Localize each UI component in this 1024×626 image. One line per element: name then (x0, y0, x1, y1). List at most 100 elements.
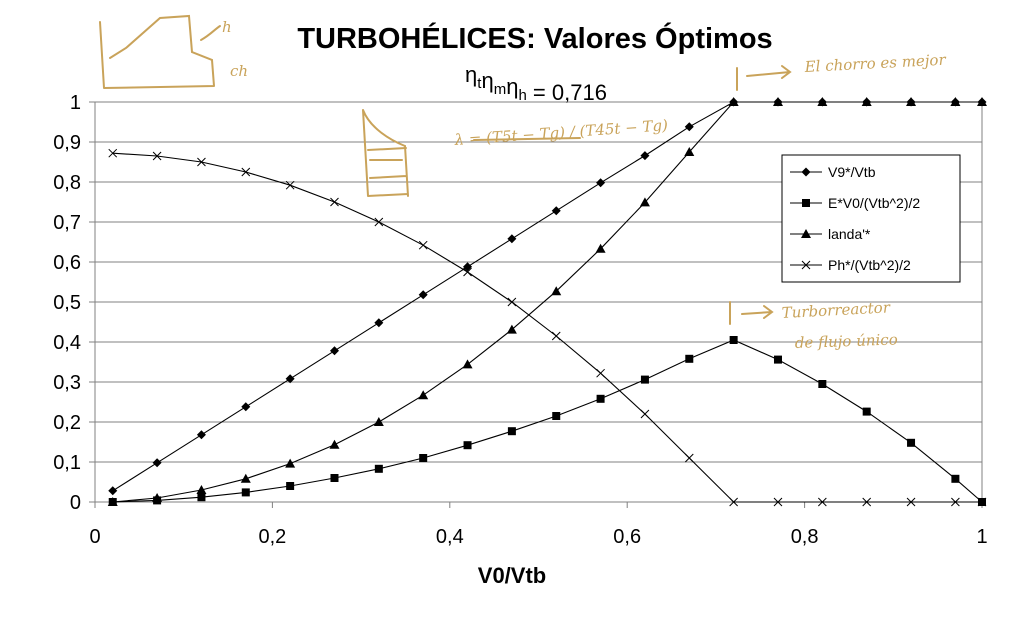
subtitle-subscript: h (518, 87, 526, 104)
y-tick-label: 1 (70, 92, 81, 114)
data-point (152, 458, 162, 468)
y-tick-label: 0,9 (53, 132, 81, 154)
data-point (862, 407, 871, 416)
subtitle-eta: η (481, 68, 493, 93)
data-point (596, 368, 605, 378)
x-tick-label: 0,4 (436, 526, 464, 548)
y-tick-label: 0,5 (53, 292, 81, 314)
sketch-bracket (200, 25, 221, 41)
data-point (419, 454, 428, 462)
data-point (684, 147, 695, 156)
data-point (418, 290, 428, 300)
data-point (108, 148, 118, 158)
data-point (950, 97, 961, 106)
legend-label: landa'* (828, 226, 871, 242)
series-4 (108, 148, 987, 507)
legend-label: Ph*/(Vtb^2)/2 (828, 257, 911, 273)
data-point (374, 318, 384, 328)
data-point (374, 217, 384, 227)
subtitle-eta: η (465, 62, 477, 87)
legend-label: E*V0/(Vtb^2)/2 (828, 195, 920, 211)
chart-subtitle: ηtηmηh = 0,716 (465, 62, 607, 105)
y-tick-label: 0,8 (53, 172, 81, 194)
x-axis-ticks: 0 0,2 0,4 0,6 0,8 1 (89, 502, 988, 548)
data-point (729, 497, 738, 507)
data-point (596, 394, 605, 403)
data-point (552, 412, 561, 420)
arrow-chorro (736, 65, 792, 91)
legend-marker (801, 167, 811, 177)
data-point (977, 497, 987, 507)
data-point (196, 485, 207, 494)
data-point (197, 493, 206, 502)
data-point (728, 97, 739, 106)
legend-label: V9*/Vtb (828, 164, 876, 180)
data-point (285, 180, 295, 190)
data-point (330, 474, 339, 482)
data-point (241, 402, 251, 412)
data-point (640, 151, 650, 161)
legend: V9*/Vtb E*V0/(Vtb^2)/2 landa'* Ph*/(Vtb^2)/… (781, 154, 961, 283)
x-tick-label: 0 (89, 526, 100, 548)
data-point (684, 122, 694, 132)
data-point (684, 453, 694, 463)
series-3 (107, 97, 987, 506)
data-point (551, 286, 562, 296)
data-point (977, 97, 987, 106)
annotation-text: Turborreactor (781, 298, 891, 322)
data-point (551, 331, 561, 341)
annotation-text: λ = (T5t − Tg) / (T45t − Tg) (453, 116, 669, 149)
data-point (329, 346, 339, 356)
arrow-turborreactor (729, 301, 774, 325)
data-point (596, 178, 606, 188)
y-tick-label: 0,1 (53, 452, 81, 474)
y-axis-ticks: 0 0,1 0,2 0,3 0,4 0,5 0,6 0,7 0,8 0,9 1 (53, 92, 95, 514)
data-point (418, 240, 428, 250)
series-2 (108, 336, 986, 506)
y-tick-label: 0 (70, 492, 81, 514)
data-point (507, 297, 517, 307)
data-point (773, 355, 782, 364)
data-point (951, 497, 960, 507)
series-line (112, 339, 983, 503)
data-point (107, 497, 118, 506)
data-point (108, 486, 118, 496)
data-point (285, 458, 296, 468)
data-point (374, 464, 383, 473)
data-point (463, 441, 472, 450)
data-point (640, 409, 650, 419)
data-point (906, 97, 917, 106)
ts-diagram (362, 109, 409, 197)
y-tick-label: 0,4 (53, 332, 81, 354)
data-point (906, 497, 916, 507)
data-point (152, 493, 163, 502)
y-tick-label: 0,6 (53, 252, 81, 274)
data-point (463, 267, 472, 277)
sketch-diagram (99, 14, 215, 89)
data-point (240, 473, 251, 483)
data-point (152, 151, 162, 161)
y-tick-label: 0,3 (53, 372, 81, 394)
data-point (373, 417, 384, 426)
legend-marker (801, 229, 811, 238)
data-point (773, 497, 783, 507)
x-tick-label: 0,2 (258, 526, 286, 548)
data-point (685, 354, 694, 363)
data-point (861, 97, 872, 106)
subtitle-subscript: t (477, 75, 482, 92)
lambda-fraction-bar (473, 137, 581, 141)
data-point (285, 374, 295, 384)
annotation-text: ch (230, 62, 248, 80)
data-point (286, 482, 295, 490)
data-point (862, 497, 872, 507)
y-tick-label: 0,2 (53, 412, 81, 434)
y-tick-label: 0,7 (53, 212, 81, 234)
data-point (951, 474, 960, 483)
data-point (241, 488, 250, 497)
data-point (639, 197, 650, 207)
data-point (462, 359, 473, 369)
legend-marker (801, 260, 811, 270)
x-axis-label: V0/Vtb (478, 563, 546, 588)
data-point (506, 324, 517, 334)
x-tick-label: 0,6 (613, 526, 641, 548)
